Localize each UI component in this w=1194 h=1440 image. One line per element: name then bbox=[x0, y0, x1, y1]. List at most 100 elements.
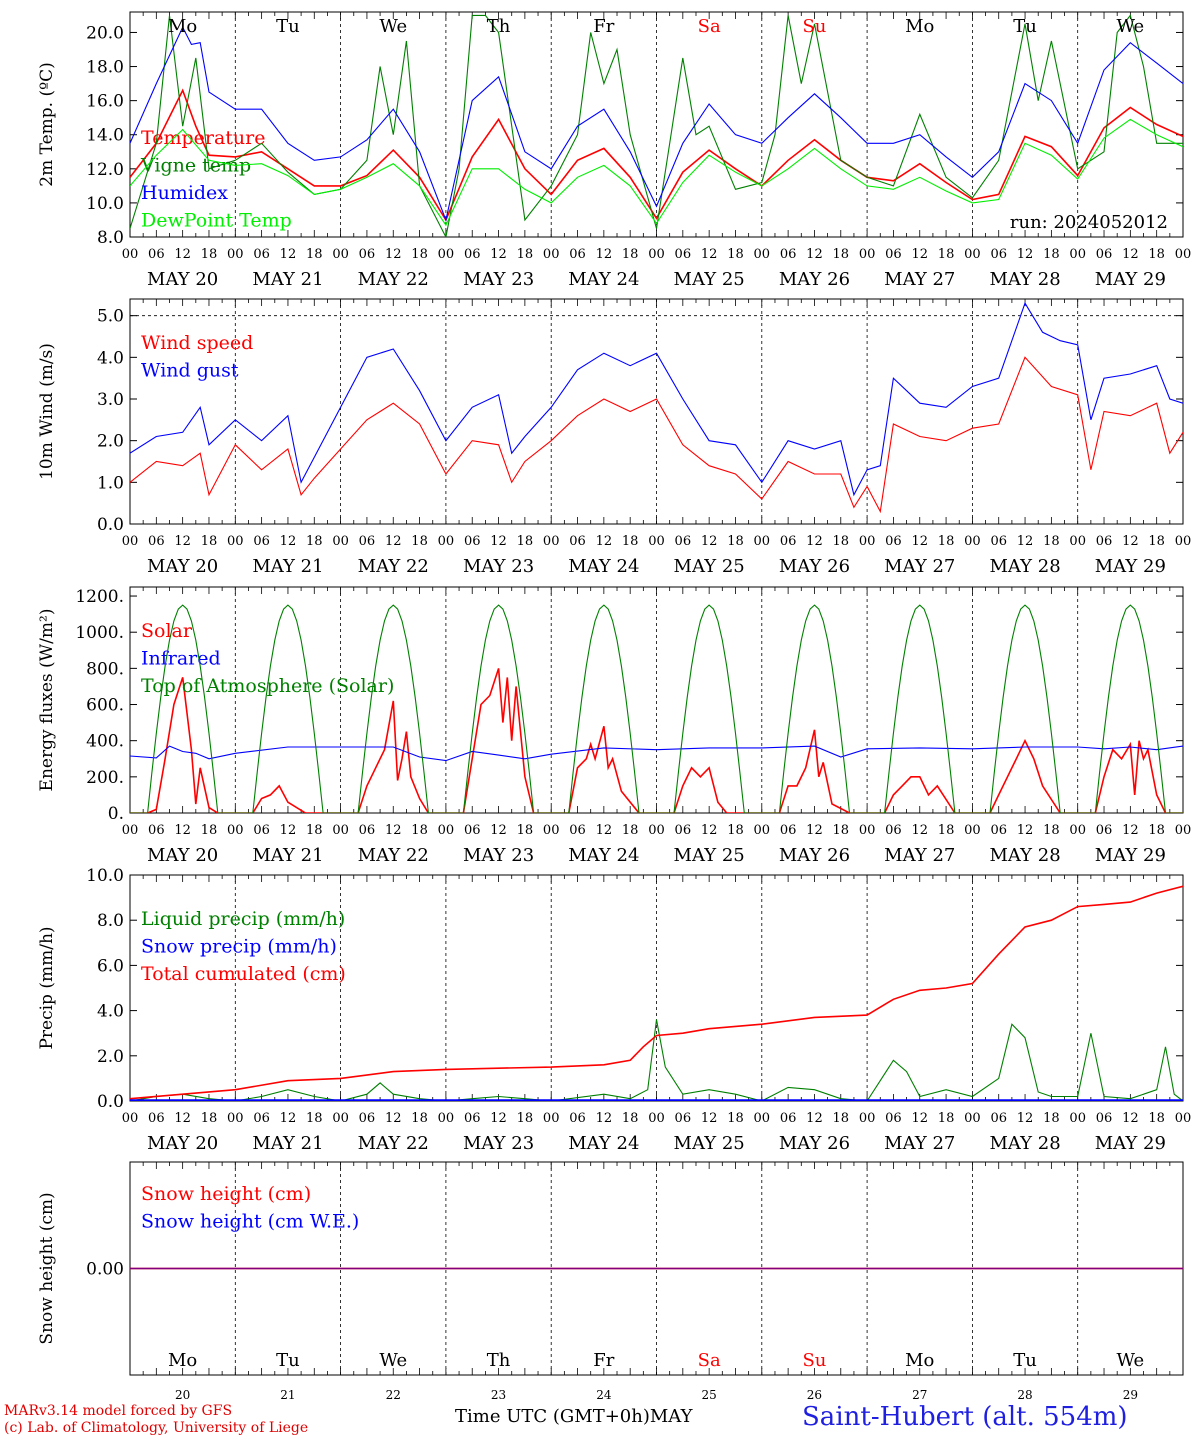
date-label: MAY 26 bbox=[779, 269, 850, 290]
hour-tick-label: 06 bbox=[359, 823, 376, 838]
hour-tick-label: 18 bbox=[727, 1111, 744, 1126]
panel-1-frame bbox=[129, 11, 1184, 238]
date-label: MAY 22 bbox=[358, 1133, 429, 1154]
hour-tick-label: 00 bbox=[438, 1111, 455, 1126]
hour-tick-label: 06 bbox=[359, 534, 376, 549]
hour-tick-label: 12 bbox=[806, 247, 823, 262]
y-tick-label: 0.0 bbox=[97, 515, 124, 535]
date-label: MAY 21 bbox=[252, 845, 323, 866]
hour-tick-label: 00 bbox=[438, 247, 455, 262]
hour-tick-label: 00 bbox=[227, 534, 244, 549]
series-line-temperature bbox=[130, 88, 1183, 222]
hour-tick-label: 12 bbox=[490, 1111, 507, 1126]
date-label: MAY 20 bbox=[147, 556, 218, 577]
legend-entry: Snow precip (mm/h) bbox=[141, 936, 337, 958]
hour-tick-label: 18 bbox=[833, 1111, 850, 1126]
hour-tick-label: 06 bbox=[569, 247, 586, 262]
y-tick-label: 0.00 bbox=[86, 1260, 124, 1280]
hour-tick-label: 18 bbox=[517, 247, 534, 262]
date-label: MAY 26 bbox=[779, 1133, 850, 1154]
weekday-label: We bbox=[1117, 16, 1145, 37]
legend-entry: Infrared bbox=[141, 648, 221, 670]
series-line-wind-gust bbox=[130, 301, 1183, 497]
hour-tick-label: 18 bbox=[517, 1111, 534, 1126]
hour-tick-label: 06 bbox=[359, 247, 376, 262]
y-tick-label: 1000. bbox=[75, 623, 124, 643]
hour-tick-label: 06 bbox=[990, 247, 1007, 262]
date-label: MAY 28 bbox=[989, 1133, 1060, 1154]
hour-tick-label: 00 bbox=[438, 823, 455, 838]
hour-tick-label: 00 bbox=[859, 247, 876, 262]
hour-tick-label: 00 bbox=[964, 1111, 981, 1126]
hour-tick-label: 06 bbox=[885, 823, 902, 838]
hour-tick-label: 18 bbox=[833, 823, 850, 838]
hour-tick-label: 18 bbox=[1148, 1111, 1165, 1126]
y-tick-label: 20.0 bbox=[86, 23, 124, 43]
hour-tick-label: 00 bbox=[227, 1111, 244, 1126]
hour-tick-label: 18 bbox=[622, 247, 639, 262]
date-label: MAY 29 bbox=[1095, 269, 1166, 290]
hour-tick-label: 18 bbox=[938, 534, 955, 549]
y-tick-label: 16.0 bbox=[86, 92, 124, 112]
hour-tick-label: 18 bbox=[727, 247, 744, 262]
hour-tick-label: 00 bbox=[754, 247, 771, 262]
day-number-label: 29 bbox=[1123, 1388, 1138, 1402]
date-label: MAY 25 bbox=[674, 556, 745, 577]
hour-tick-label: 18 bbox=[622, 823, 639, 838]
hour-tick-label: 18 bbox=[411, 1111, 428, 1126]
series-line-infrared bbox=[130, 745, 1183, 762]
hour-tick-label: 06 bbox=[885, 247, 902, 262]
y-tick-label: 8.0 bbox=[97, 228, 124, 248]
hour-tick-label: 00 bbox=[122, 534, 139, 549]
hour-tick-label: 00 bbox=[227, 823, 244, 838]
hour-tick-label: 18 bbox=[306, 247, 323, 262]
weekday-label: We bbox=[379, 1350, 407, 1371]
hour-tick-label: 18 bbox=[622, 1111, 639, 1126]
date-label: MAY 26 bbox=[779, 556, 850, 577]
hour-tick-label: 00 bbox=[543, 1111, 560, 1126]
hour-tick-label: 12 bbox=[1122, 247, 1139, 262]
hour-tick-label: 06 bbox=[148, 1111, 165, 1126]
series-line-humidex bbox=[130, 26, 1183, 222]
weekday-label: Sa bbox=[698, 1350, 721, 1371]
station-name: Saint-Hubert (alt. 554m) bbox=[802, 1402, 1128, 1432]
weekday-label: Tu bbox=[1013, 1350, 1037, 1371]
hour-tick-label: 00 bbox=[754, 1111, 771, 1126]
date-label: MAY 27 bbox=[884, 556, 955, 577]
y-tick-label: 400. bbox=[86, 732, 124, 752]
legend-entry: Solar bbox=[141, 620, 193, 642]
hour-tick-label: 12 bbox=[490, 823, 507, 838]
series-line-total-cumulated-cm- bbox=[130, 885, 1183, 1100]
legend-entry: Temperature bbox=[141, 127, 265, 149]
hour-tick-label: 00 bbox=[648, 823, 665, 838]
hour-tick-label: 12 bbox=[1017, 534, 1034, 549]
hour-tick-label: 12 bbox=[385, 1111, 402, 1126]
weekday-label: Tu bbox=[276, 16, 300, 37]
hour-tick-label: 12 bbox=[174, 823, 191, 838]
y-axis-label: Precip (mm/h) bbox=[37, 926, 57, 1049]
hour-tick-label: 00 bbox=[438, 534, 455, 549]
hour-tick-label: 12 bbox=[280, 823, 297, 838]
date-label: MAY 20 bbox=[147, 269, 218, 290]
hour-tick-label: 12 bbox=[1122, 1111, 1139, 1126]
y-tick-label: 200. bbox=[86, 768, 124, 788]
date-label: MAY 23 bbox=[463, 845, 534, 866]
weekday-label: Mo bbox=[905, 16, 934, 37]
date-label: MAY 21 bbox=[252, 1133, 323, 1154]
hour-tick-label: 18 bbox=[306, 823, 323, 838]
hour-tick-label: 00 bbox=[648, 247, 665, 262]
hour-tick-label: 12 bbox=[596, 247, 613, 262]
hour-tick-label: 06 bbox=[675, 247, 692, 262]
hour-tick-label: 00 bbox=[964, 534, 981, 549]
legend-entry: Total cumulated (cm) bbox=[141, 963, 346, 985]
hour-tick-label: 00 bbox=[1175, 823, 1192, 838]
date-label: MAY 25 bbox=[674, 845, 745, 866]
legend-entry: Humidex bbox=[141, 182, 228, 204]
hour-tick-label: 06 bbox=[675, 1111, 692, 1126]
date-label: MAY 22 bbox=[358, 845, 429, 866]
date-label: MAY 28 bbox=[989, 269, 1060, 290]
hour-tick-label: 12 bbox=[806, 534, 823, 549]
hour-tick-label: 06 bbox=[1096, 1111, 1113, 1126]
hour-tick-label: 00 bbox=[543, 534, 560, 549]
